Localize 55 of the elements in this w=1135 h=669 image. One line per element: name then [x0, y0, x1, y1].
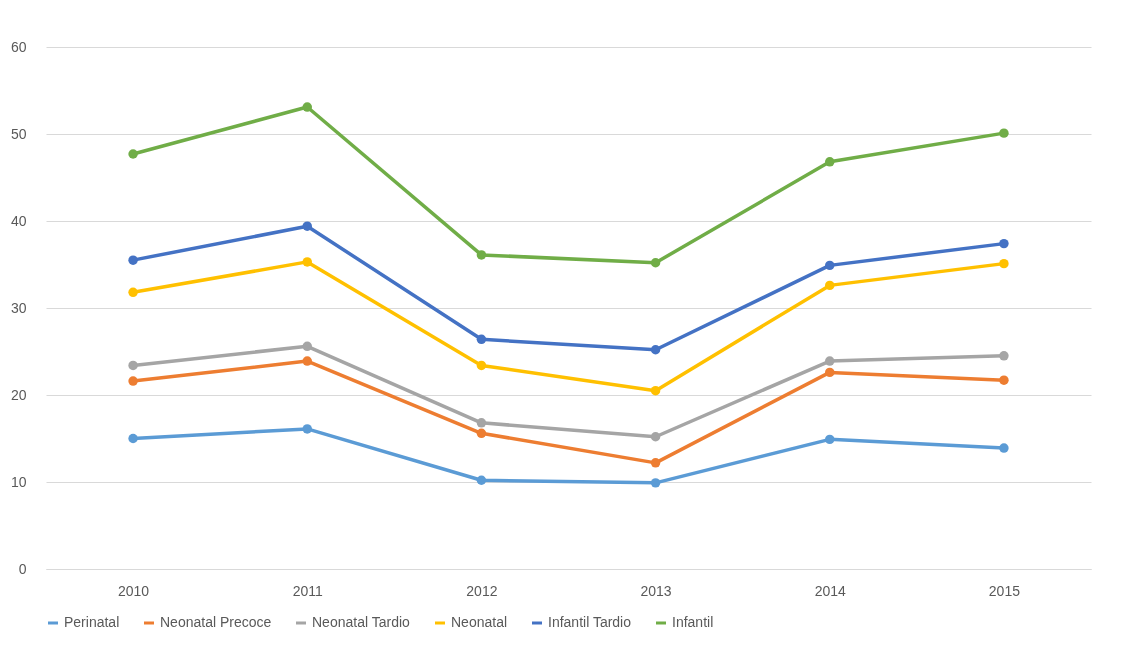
point — [302, 221, 312, 231]
point — [128, 255, 138, 265]
legend-label: Neonatal Precoce — [160, 614, 272, 630]
point — [302, 257, 312, 267]
point — [999, 258, 1009, 269]
x-tick-label: 2010 — [118, 582, 150, 599]
point — [999, 238, 1009, 249]
x-tick-label: 2014 — [814, 582, 847, 599]
point — [302, 341, 312, 352]
point — [650, 432, 661, 442]
point — [650, 458, 661, 468]
point — [650, 478, 661, 488]
y-tick-label: 60 — [10, 38, 27, 55]
point — [999, 443, 1009, 453]
point — [476, 334, 487, 345]
y-tick-label: 10 — [10, 473, 27, 490]
point — [302, 102, 312, 112]
point — [650, 345, 661, 355]
legend-label: Neonatal Tardio — [312, 614, 411, 630]
x-tick-label: 2012 — [466, 582, 498, 599]
x-tick-label: 2011 — [292, 582, 324, 599]
y-tick-label: 40 — [10, 212, 27, 229]
point — [476, 250, 487, 260]
point — [302, 356, 312, 366]
point — [825, 280, 835, 291]
point — [128, 376, 138, 386]
x-tick-label: 2013 — [640, 582, 672, 599]
point — [825, 434, 835, 445]
point — [128, 360, 138, 371]
point — [650, 385, 661, 396]
point — [128, 149, 138, 159]
point — [825, 157, 835, 167]
point — [476, 475, 487, 485]
point — [825, 367, 835, 378]
point — [476, 428, 487, 439]
legend-label: Infantil Tardio — [548, 614, 632, 630]
point — [476, 360, 487, 371]
y-tick-label: 50 — [10, 125, 27, 142]
x-tick-label: 2015 — [988, 582, 1021, 599]
y-tick-label: 20 — [10, 386, 27, 403]
y-tick-label: 0 — [18, 560, 27, 577]
point — [999, 351, 1009, 361]
point — [128, 433, 138, 444]
legend-label: Neonatal — [451, 614, 508, 630]
point — [650, 258, 661, 268]
point — [825, 356, 835, 366]
legend-label: Perinatal — [64, 614, 120, 630]
point — [302, 424, 312, 434]
legend-label: Infantil — [672, 614, 714, 630]
point — [999, 128, 1009, 138]
point — [476, 418, 487, 428]
point — [825, 260, 835, 271]
y-tick-label: 30 — [10, 299, 27, 316]
point — [128, 287, 138, 298]
point — [999, 375, 1009, 385]
